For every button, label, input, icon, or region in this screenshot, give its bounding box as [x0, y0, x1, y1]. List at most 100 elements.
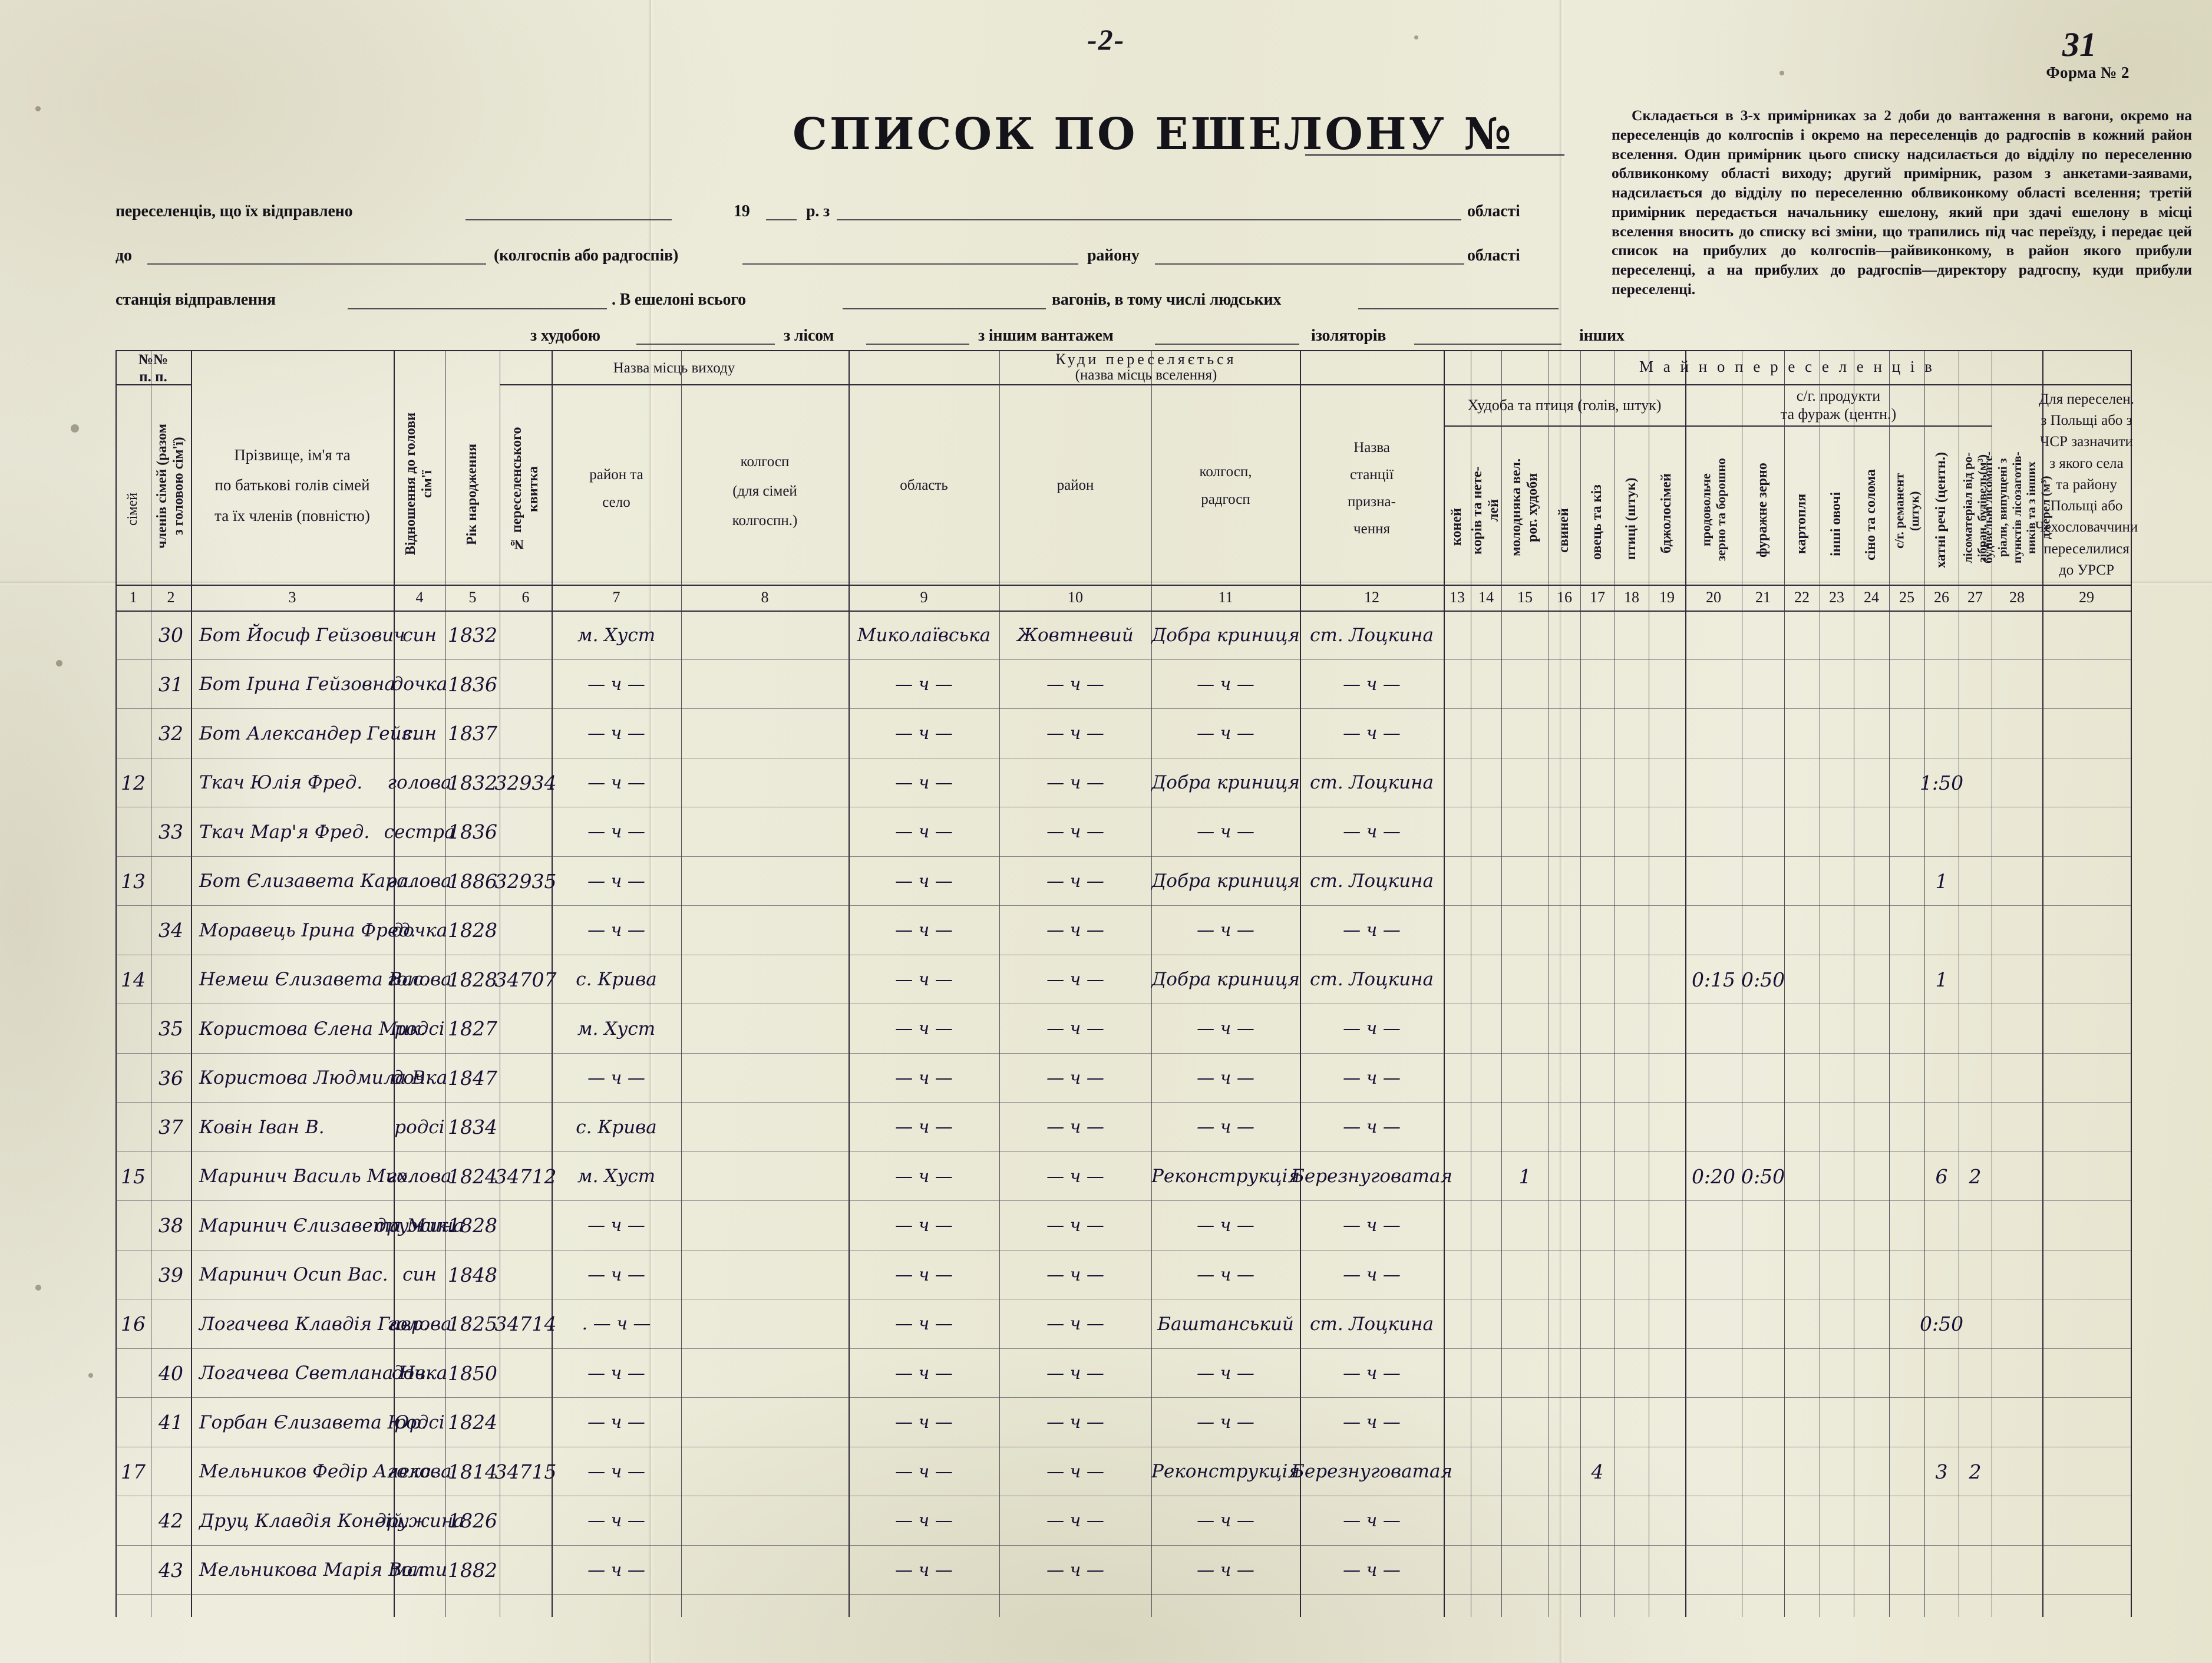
cell-oblast: — ч — — [895, 1117, 953, 1138]
field-label-from: р. з — [806, 202, 830, 220]
column-header-26: хатні речі (центн.) — [1933, 452, 1949, 569]
cell-mem: 34 — [159, 919, 183, 942]
field-line-rayon[interactable] — [742, 263, 1078, 265]
column-header-9: область — [900, 477, 948, 494]
cell-mem: 43 — [159, 1558, 183, 1582]
field-line-year[interactable] — [766, 219, 797, 220]
cell-dest_rayon: — ч — — [1046, 674, 1104, 695]
field-line-cattle[interactable] — [636, 344, 775, 345]
cell-mem: 33 — [159, 820, 183, 844]
cell-year: 1886 — [448, 869, 497, 893]
cell-dest_rayon: Жовтневий — [1017, 624, 1134, 646]
cell-oblast: — ч — — [895, 1067, 953, 1088]
field-line-station[interactable] — [348, 308, 607, 309]
cell-station: — ч — — [1343, 723, 1401, 744]
cell-mem: 30 — [159, 623, 183, 647]
cell-station: — ч — — [1343, 1559, 1401, 1580]
cell-dest_kolhosp: — ч — — [1197, 1264, 1254, 1285]
fold-crease — [1559, 0, 1564, 1663]
cell-dest_kolhosp: Добра криниця — [1151, 772, 1300, 794]
cell-year: 1828 — [448, 919, 497, 942]
column-header-10: район — [1057, 477, 1094, 494]
column-header-17: овець та кіз — [1589, 484, 1605, 560]
cell-rel: дочка — [391, 674, 448, 695]
colnum-2: 2 — [167, 589, 175, 606]
cell-dest_kolhosp: — ч — — [1197, 1215, 1254, 1236]
colnum-4: 4 — [415, 589, 424, 606]
cell-dest_rayon: — ч — — [1046, 772, 1104, 793]
column-header-5: Рік народження — [464, 443, 480, 546]
column-header-19: бджолосімей — [1659, 473, 1675, 553]
cell-year: 1837 — [448, 722, 497, 745]
cell-c27: 2 — [1969, 1164, 1982, 1188]
column-header-7: район та село — [589, 466, 643, 511]
cell-rel: син — [402, 1264, 437, 1286]
field-line-to[interactable] — [147, 263, 486, 265]
field-label-station: станція відправлення — [115, 291, 276, 309]
header-numbers: №№ п. п. — [138, 351, 169, 385]
cell-rel: син — [402, 722, 437, 744]
cell-rel: син — [402, 624, 437, 646]
cell-dest_rayon: — ч — — [1046, 969, 1104, 990]
cell-station: — ч — — [1343, 821, 1401, 843]
cell-dest_rayon: — ч — — [1046, 870, 1104, 892]
cell-year: 1882 — [448, 1558, 497, 1582]
cell-oblast: — ч — — [895, 969, 953, 990]
field-line-people-wagons[interactable] — [1358, 308, 1559, 309]
cell-year: 1824 — [448, 1411, 497, 1434]
paper-speck — [35, 106, 41, 111]
cell-mem: 38 — [159, 1214, 183, 1238]
cell-name: Бот Ірина Гейзовна — [199, 674, 395, 695]
paper-speck — [1414, 35, 1418, 39]
cell-rayon: — ч — — [587, 723, 645, 744]
cell-dest_rayon: — ч — — [1046, 1362, 1104, 1384]
field-line-timber[interactable] — [866, 344, 969, 345]
field-label-to: до — [115, 246, 132, 265]
cell-c21: 0:50 — [1741, 1164, 1785, 1188]
cell-dest_kolhosp: — ч — — [1197, 1510, 1254, 1532]
cell-oblast: Миколаївська — [857, 624, 991, 646]
cell-name: Бот Александер Гейз. — [199, 722, 418, 744]
cell-dest_rayon: — ч — — [1046, 1166, 1104, 1187]
cell-rel: голова — [387, 1313, 452, 1335]
cell-dest_kolhosp: — ч — — [1197, 1117, 1254, 1138]
cell-fam: 13 — [121, 869, 146, 893]
cell-year: 1848 — [448, 1263, 497, 1286]
field-line-wagons[interactable] — [843, 308, 1046, 309]
cell-year: 1847 — [448, 1066, 497, 1090]
cell-station: ст. Лоцкина — [1309, 969, 1434, 991]
cell-dest_kolhosp: — ч — — [1197, 1018, 1254, 1040]
field-line-other-cargo[interactable] — [1155, 344, 1299, 345]
field-label-sent: переселенців, що їх відправлено — [115, 202, 353, 220]
field-label-other-cargo: з іншим вантажем — [978, 326, 1114, 345]
field-line-oblast2[interactable] — [1155, 263, 1464, 265]
cell-station: — ч — — [1343, 920, 1401, 941]
row-divider — [115, 1052, 2131, 1054]
cell-rayon: м. Хуст — [577, 1166, 656, 1187]
colnum-16: 16 — [1557, 589, 1572, 606]
cell-rayon: — ч — — [587, 1264, 645, 1285]
colnum-9: 9 — [920, 589, 928, 606]
cell-station: ст. Лоцкина — [1309, 1313, 1434, 1335]
cell-dest_kolhosp: — ч — — [1197, 1362, 1254, 1384]
cell-rayon: — ч — — [587, 1215, 645, 1236]
colnum-5: 5 — [468, 589, 477, 606]
field-label-year: 19 — [734, 202, 750, 220]
cell-c15: 1 — [1518, 1164, 1531, 1188]
cell-rel: голова — [387, 870, 452, 892]
column-header-29: Для переселен. з Польщі або з ЧСР зазнач… — [2035, 391, 2138, 578]
cell-name: Маринич Василь Мих. — [199, 1166, 414, 1187]
folio-number: 31 — [2062, 25, 2097, 64]
cell-rel: голова — [387, 772, 452, 794]
cell-mem: 42 — [159, 1509, 183, 1533]
colnum-19: 19 — [1659, 589, 1675, 606]
fold-crease — [648, 0, 654, 1663]
cell-name: Ковін Іван В. — [199, 1116, 325, 1138]
field-line-oblast1[interactable] — [837, 219, 1461, 220]
field-line-date[interactable] — [465, 219, 672, 220]
page-number: -2- — [1087, 23, 1125, 56]
cell-station: ст. Лоцкина — [1309, 870, 1434, 892]
cell-rel: мати — [392, 1559, 447, 1581]
field-line-isolators[interactable] — [1414, 344, 1561, 345]
column-header-15: молодняка вел. рог. худоби — [1508, 458, 1540, 556]
